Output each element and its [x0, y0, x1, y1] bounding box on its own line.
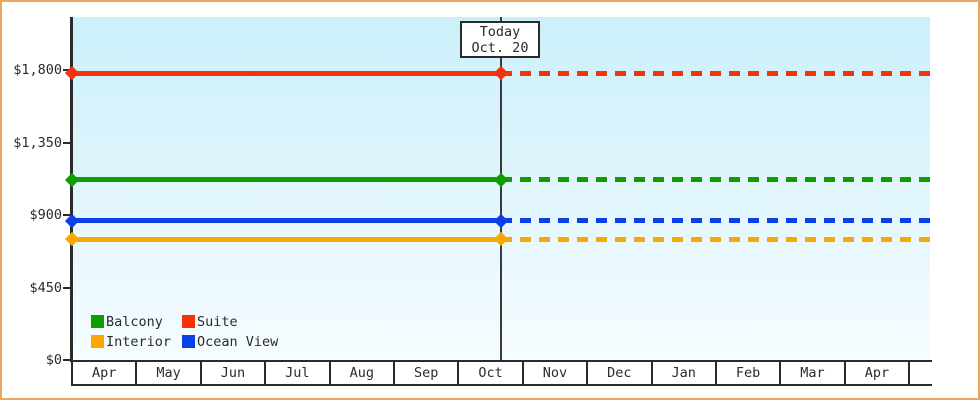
diamond-marker [493, 213, 509, 228]
y-tick-mark [63, 359, 71, 361]
diamond-marker [64, 232, 80, 247]
legend-swatch [91, 335, 104, 348]
y-tick-label: $1,350 [13, 134, 62, 151]
y-tick-mark [63, 141, 71, 144]
month-cell: Apr [843, 362, 908, 384]
y-axis-line [70, 17, 73, 362]
y-tick-label: $900 [29, 207, 62, 223]
diamond-marker [493, 66, 509, 81]
legend-label: Suite [197, 313, 238, 330]
series-line-dashed [501, 236, 930, 242]
legend-item: Interior [91, 332, 182, 351]
month-cell: Feb [714, 362, 779, 384]
legend-item: Suite [182, 312, 278, 331]
legend-swatch [182, 315, 195, 328]
legend-item: Balcony [91, 312, 182, 331]
y-tick-label: $1,800 [13, 62, 62, 78]
month-cell: Sep [392, 362, 457, 384]
month-cell: Apr [92, 365, 117, 381]
legend-swatch [91, 315, 104, 328]
month-cell: Jul [264, 362, 328, 384]
month-cell: Jun [199, 362, 264, 384]
y-tick-mark [63, 214, 71, 216]
legend-swatch [182, 335, 195, 348]
month-cell: Dec [586, 362, 650, 384]
plot-area: Today Oct. 20 Balcony Suite Interior Ocean … [64, 17, 930, 360]
series-line-solid [72, 218, 501, 224]
diamond-marker [493, 232, 509, 247]
today-label: Today [479, 24, 521, 40]
y-tick-label: $0 [45, 352, 62, 368]
month-cell: Nov [521, 362, 586, 384]
series-line-solid [72, 236, 501, 242]
month-cell: Jan [650, 362, 715, 384]
month-cell-stub [908, 362, 932, 384]
legend-label: Interior [106, 333, 172, 350]
today-date: Oct. 20 [471, 40, 529, 56]
series-line-dashed [501, 218, 930, 224]
diamond-marker [64, 172, 80, 187]
series-line-dashed [501, 70, 930, 76]
legend-item: Ocean View [182, 332, 278, 351]
legend-label: Balcony [106, 313, 163, 330]
month-cell: May [135, 362, 199, 384]
today-annotation-box: Today Oct. 20 [460, 21, 540, 58]
month-cell: Aug [328, 362, 393, 384]
today-vertical-line [500, 17, 502, 360]
series-line-dashed [501, 177, 930, 183]
legend-label: Ocean View [197, 333, 279, 350]
y-tick-label: $450 [29, 279, 62, 296]
diamond-marker [493, 172, 509, 187]
month-cell: Mar [779, 362, 843, 384]
month-cell: Oct [457, 362, 521, 384]
series-line-solid [72, 70, 501, 76]
y-tick-mark [63, 286, 71, 289]
legend: Balcony Suite Interior Ocean View [91, 312, 278, 351]
x-axis-month-row: Apr May Jun Jul Aug Sep Oct Nov Dec Jan Feb Mar Apr [71, 360, 932, 386]
series-line-solid [72, 177, 501, 183]
